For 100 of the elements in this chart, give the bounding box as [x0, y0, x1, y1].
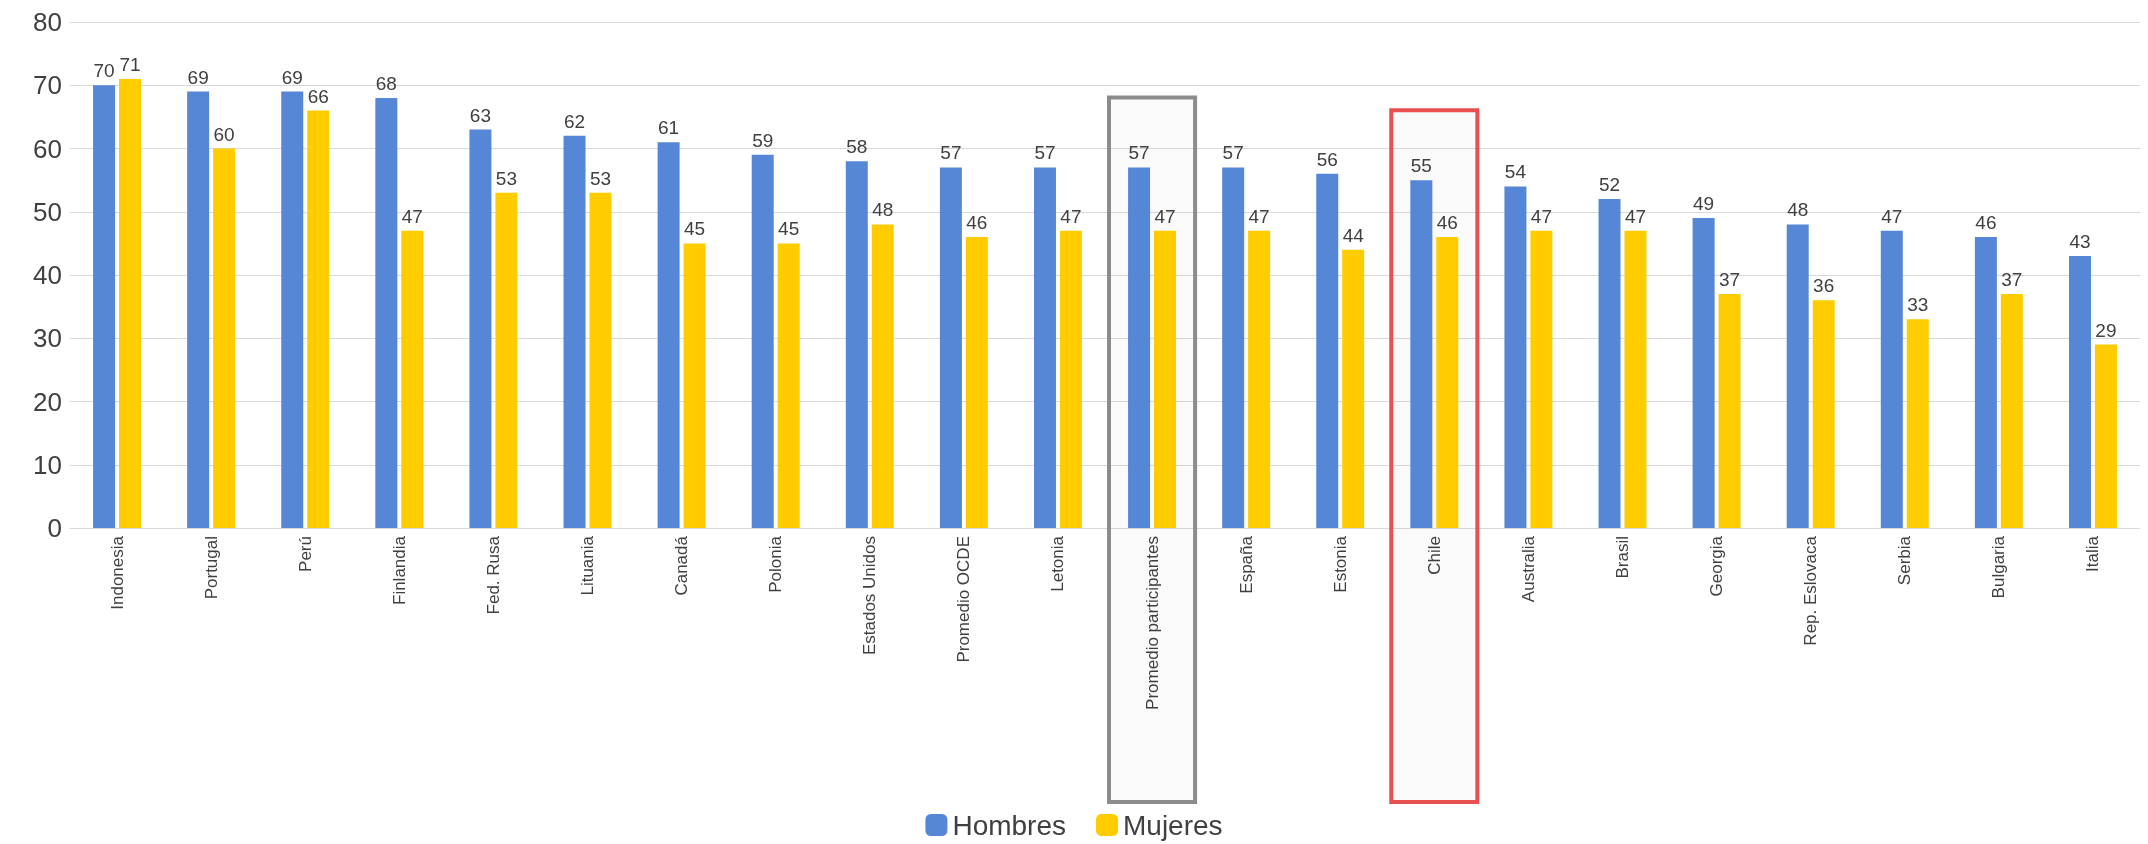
data-label: 62 — [563, 110, 586, 132]
y-tick-label: 20 — [33, 386, 62, 417]
bar — [1154, 230, 1177, 528]
x-tick-label: España — [1236, 535, 1256, 594]
data-label: 70 — [93, 60, 115, 82]
data-label: 53 — [495, 167, 517, 189]
data-label: 54 — [1504, 161, 1527, 183]
data-label: 47 — [1530, 205, 1552, 227]
bar — [1718, 293, 1741, 528]
bar — [871, 224, 894, 528]
x-tick-label: Rep. Eslovaca — [1801, 535, 1821, 646]
bar — [1222, 167, 1245, 528]
data-label: 48 — [872, 199, 894, 221]
x-tick-label: Letonia — [1048, 535, 1068, 592]
bar — [213, 148, 236, 528]
bar — [1812, 300, 1835, 528]
data-label: 29 — [2095, 319, 2117, 341]
x-tick-label: Canadá — [672, 535, 692, 596]
data-label: 66 — [307, 85, 329, 107]
x-tick-label: Polonia — [766, 535, 786, 593]
y-tick-label: 10 — [33, 449, 62, 480]
data-label: 53 — [589, 167, 612, 189]
data-label: 48 — [1787, 199, 1809, 221]
data-label: 52 — [1598, 174, 1621, 196]
bar — [307, 110, 330, 528]
x-tick-label: Brasil — [1613, 536, 1632, 579]
x-tick-label: Indonesia — [107, 535, 127, 610]
bar — [751, 154, 774, 528]
x-tick-label: Perú — [295, 536, 315, 572]
bar — [683, 243, 706, 528]
data-label: 45 — [778, 218, 800, 240]
data-label: 37 — [2001, 268, 2023, 290]
bar — [965, 237, 988, 528]
x-tick-label: Italia — [2083, 535, 2103, 572]
x-tick-label: Georgia — [1707, 535, 1727, 597]
x-tick-label: Estados Unidos — [860, 536, 880, 656]
data-label: 47 — [401, 205, 423, 227]
x-tick-label: Portugal — [201, 536, 221, 600]
bar — [375, 97, 398, 528]
bar — [1786, 224, 1809, 528]
x-tick-label: Fed. Rusa — [483, 535, 503, 615]
bar — [563, 135, 586, 528]
bar — [187, 91, 210, 528]
bar — [1248, 230, 1271, 528]
bar — [1059, 230, 1082, 528]
y-tick-label: 70 — [33, 70, 62, 101]
bar — [845, 161, 868, 528]
x-tick-label: Estonia — [1330, 535, 1350, 593]
data-label: 61 — [658, 117, 680, 139]
bar — [1530, 230, 1553, 528]
data-label: 36 — [1813, 275, 1835, 297]
data-label: 33 — [1907, 294, 1929, 316]
y-tick-label: 80 — [33, 7, 62, 37]
x-tick-label: Bulgaria — [1989, 535, 2009, 599]
data-label: 58 — [846, 136, 868, 158]
bar — [1033, 167, 1056, 528]
bar — [2094, 344, 2117, 528]
bar — [2068, 256, 2091, 528]
x-tick-label: Promedio participantes — [1142, 536, 1162, 710]
data-label: 46 — [1975, 212, 1997, 234]
data-label: 57 — [1128, 142, 1150, 164]
data-label: 46 — [966, 212, 988, 234]
bar — [1624, 230, 1647, 528]
data-label: 55 — [1410, 155, 1432, 177]
data-label: 46 — [1436, 212, 1458, 234]
data-label: 49 — [1693, 193, 1715, 215]
data-label: 71 — [119, 53, 141, 75]
data-label: 45 — [684, 218, 706, 240]
data-label: 44 — [1342, 224, 1365, 246]
bar — [777, 243, 800, 528]
bar — [281, 91, 304, 528]
y-tick-label: 0 — [47, 513, 62, 543]
y-tick-label: 40 — [33, 260, 62, 290]
legend-label: Mujeres — [1123, 809, 1223, 841]
data-label: 69 — [187, 66, 209, 88]
data-label: 63 — [469, 104, 491, 126]
data-label: 47 — [1624, 205, 1647, 227]
bar — [1128, 167, 1151, 528]
bar — [1504, 186, 1527, 528]
legend-label: Hombres — [952, 809, 1067, 841]
data-label: 47 — [1248, 205, 1270, 227]
bar — [1342, 249, 1365, 528]
data-label: 60 — [213, 123, 235, 145]
bar — [469, 129, 492, 528]
x-tick-label: Lituania — [578, 535, 597, 596]
bar — [1436, 237, 1459, 528]
data-label: 47 — [1881, 205, 1903, 227]
data-label: 56 — [1316, 148, 1338, 170]
bar — [589, 192, 612, 528]
bar — [93, 85, 116, 528]
x-tick-label: Australia — [1518, 535, 1538, 603]
bar — [119, 78, 142, 528]
data-label: 43 — [2069, 231, 2091, 253]
bar — [657, 142, 680, 528]
bar — [2000, 293, 2023, 528]
data-label: 69 — [281, 66, 303, 88]
bar — [495, 192, 518, 528]
x-tick-label: Promedio OCDE — [954, 536, 974, 663]
bar — [1316, 173, 1339, 528]
data-label: 59 — [752, 129, 774, 151]
